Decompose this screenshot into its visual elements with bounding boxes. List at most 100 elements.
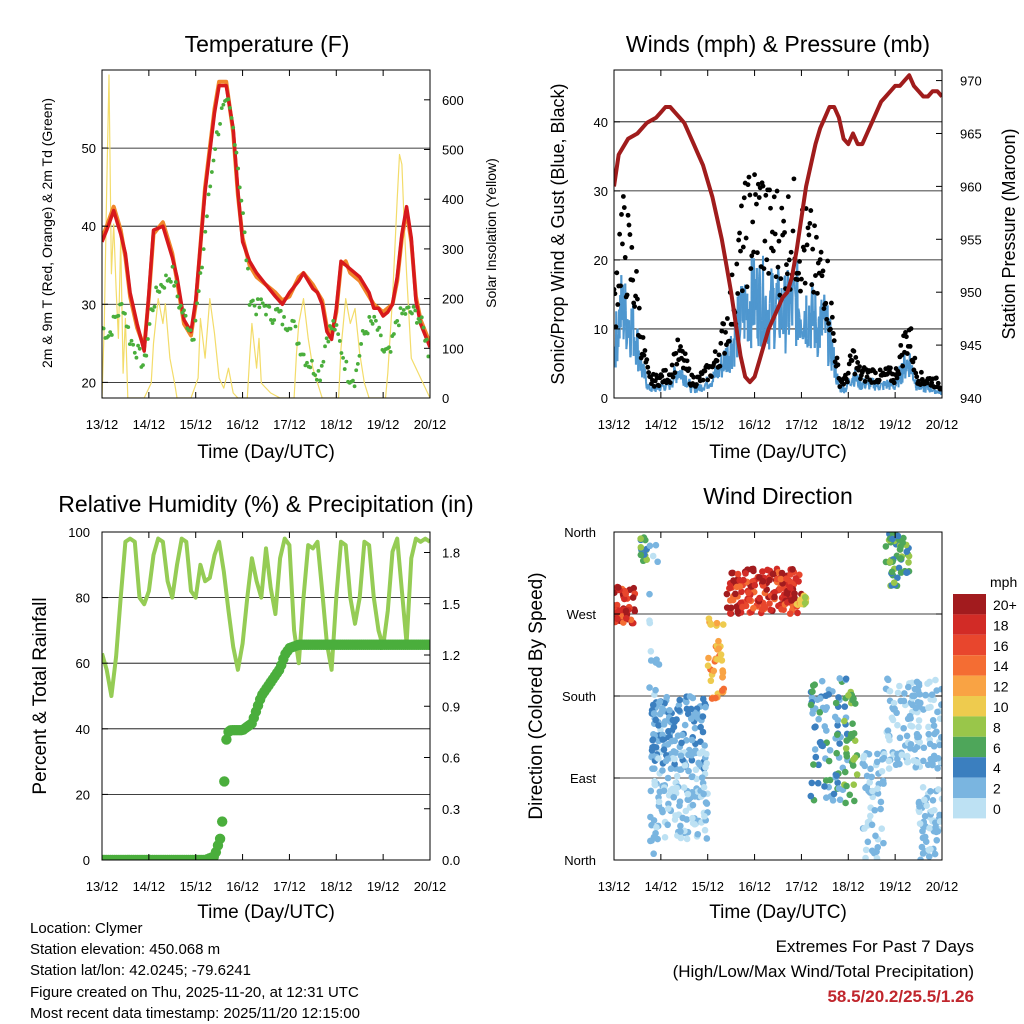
dewpoint-point [255,297,260,302]
elevation-text: Station elevation: 450.068 m [30,941,221,959]
gust-point [773,274,779,280]
gust-point [772,231,778,237]
direction-panel: Wind Direction 13/12 14/12 15/12 16/12 17/12… [526,483,1017,923]
gust-point [802,280,808,286]
gust-point [819,273,825,279]
dewpoint-point [318,378,323,383]
dewpoint-point [262,304,267,308]
dewpoint-point [413,308,418,313]
gust-point [615,302,621,307]
gust-point [914,374,920,380]
direction-point [920,757,927,765]
gust-point [807,221,813,226]
wind-speed-segment [915,388,919,391]
wind-speed-segment [762,255,765,348]
direction-point [750,604,757,612]
dewpoint-point [269,318,273,322]
dewpoint-point [106,334,111,338]
wind-speed-segment [816,353,820,358]
direction-point [840,717,848,725]
wind-speed-segment [849,384,853,387]
direction-axes: 13/12 14/12 15/12 16/12 17/12 18/12 19/12 20/12… [562,525,958,894]
wind-speed-segment [827,361,830,367]
direction-point [723,604,731,611]
temperature-xlabel: Time (Day/UTC) [197,442,335,463]
direction-point [687,715,695,723]
gust-point [675,337,681,343]
direction-point [714,656,721,663]
direction-point [707,677,715,685]
direction-point [660,787,668,795]
direction-point [676,798,684,805]
dewpoint-point [280,322,285,327]
dewpoint-point [203,229,208,234]
direction-point [877,798,885,806]
direction-point [833,772,840,779]
direction-point [822,777,830,784]
wind-speed-segment [662,384,666,388]
direction-point [924,680,931,687]
dewpoint-point [334,323,339,327]
y2-tick-label: 965 [960,126,982,141]
direction-point [884,733,892,740]
gust-point [726,338,732,344]
direction-point [767,606,774,614]
direction-point [702,764,709,771]
colorbar-swatch [953,655,986,676]
y-tick-label: 20 [594,253,608,268]
wind-speed-segment [760,320,764,331]
gust-point [627,232,633,237]
direction-point [864,838,872,846]
gust-point [747,192,753,198]
direction-point [894,689,902,697]
direction-point [938,795,942,803]
gust-point [929,380,935,386]
y2-tick-label: 945 [960,338,982,353]
temperature-title: Temperature (F) [185,31,350,57]
station-info: Location: Clymer Station elevation: 450.… [30,918,360,1024]
dewpoint-point [278,308,283,313]
x-tick-label: 16/12 [226,417,259,432]
gust-point [877,367,883,373]
gust-point [749,253,755,259]
dewpoint-point [170,264,175,269]
dewpoint-point [291,319,296,324]
gust-point [721,321,727,327]
dewpoint-point [400,311,405,316]
gust-point [748,266,754,271]
direction-point [933,687,940,694]
dewpoint-point [168,279,173,284]
dewpoint-point [359,342,364,346]
dewpoint-point [301,352,306,357]
direction-point [652,659,660,666]
direction-point [710,667,718,675]
gust-point [716,352,722,358]
direction-point [914,758,921,766]
y-tick-label: 0 [601,391,608,406]
direction-point [622,590,630,598]
gust-point [614,324,619,330]
gust-point [753,192,758,197]
direction-point [841,768,849,776]
dewpoint-point [195,301,200,306]
dewpoint-point [213,147,218,152]
x-tick-label: 18/12 [320,879,353,894]
y-tick-label: 20 [76,787,90,802]
direction-point [882,543,890,550]
gust-point [756,195,762,200]
wind-speed-segment [800,328,803,331]
direction-point [740,576,747,584]
gust-point [784,262,789,268]
direction-point [649,701,657,709]
gust-point [805,225,811,231]
gust-point [776,238,782,244]
gust-point [724,316,730,321]
gust-point [617,231,623,237]
direction-point [905,559,912,566]
direction-point [652,716,660,724]
direction-point [675,701,683,709]
y-tick-label: 50 [82,141,96,156]
gust-point [641,352,647,358]
direction-point [932,676,939,684]
direction-point [868,773,875,781]
